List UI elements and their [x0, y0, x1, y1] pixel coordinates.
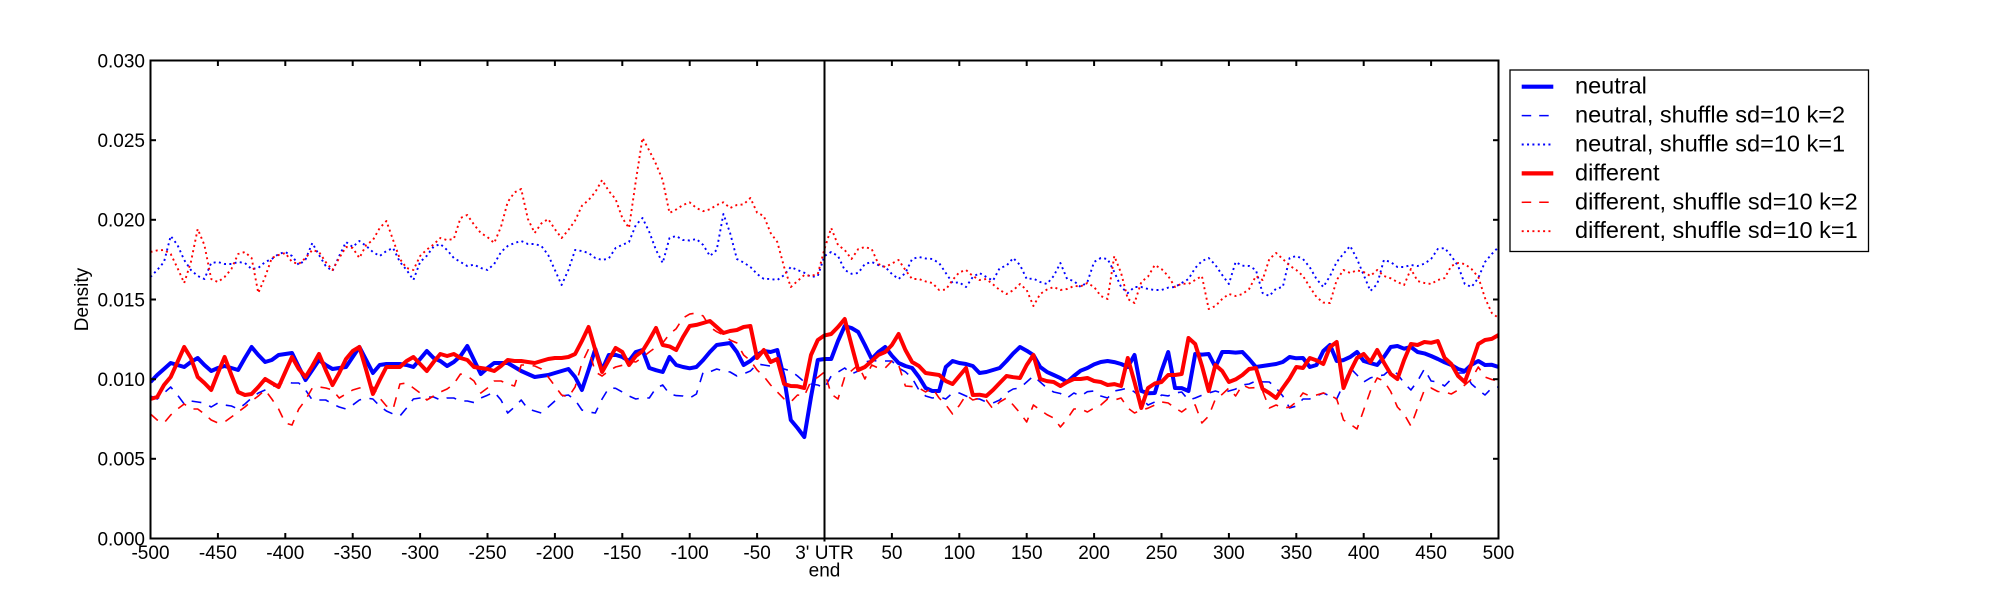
svg-text:350: 350: [1280, 543, 1312, 564]
svg-text:0.005: 0.005: [97, 450, 145, 471]
svg-text:different, shuffle sd=10 k=2: different, shuffle sd=10 k=2: [1575, 188, 1858, 214]
svg-text:400: 400: [1348, 543, 1380, 564]
svg-text:different: different: [1575, 159, 1660, 185]
svg-text:0.000: 0.000: [97, 529, 145, 550]
svg-text:200: 200: [1078, 543, 1110, 564]
svg-text:100: 100: [943, 543, 975, 564]
svg-text:neutral: neutral: [1575, 73, 1647, 99]
svg-text:-200: -200: [536, 543, 574, 564]
svg-text:0.020: 0.020: [97, 211, 145, 232]
svg-text:300: 300: [1213, 543, 1245, 564]
svg-text:0.025: 0.025: [97, 131, 145, 152]
svg-text:3' UTR: 3' UTR: [795, 543, 854, 564]
svg-text:50: 50: [881, 543, 902, 564]
svg-text:end: end: [809, 561, 841, 582]
svg-text:neutral, shuffle sd=10 k=2: neutral, shuffle sd=10 k=2: [1575, 102, 1845, 128]
svg-text:-400: -400: [266, 543, 304, 564]
svg-text:-50: -50: [743, 543, 770, 564]
svg-text:0.015: 0.015: [97, 290, 145, 311]
svg-text:different, shuffle sd=10 k=1: different, shuffle sd=10 k=1: [1575, 217, 1858, 243]
svg-text:-350: -350: [334, 543, 372, 564]
svg-text:-300: -300: [401, 543, 439, 564]
svg-text:250: 250: [1146, 543, 1178, 564]
svg-text:500: 500: [1483, 543, 1515, 564]
svg-text:150: 150: [1011, 543, 1043, 564]
svg-text:-450: -450: [199, 543, 237, 564]
svg-text:-100: -100: [671, 543, 709, 564]
svg-text:450: 450: [1415, 543, 1447, 564]
svg-text:-250: -250: [468, 543, 506, 564]
svg-text:Density: Density: [72, 267, 93, 331]
svg-text:neutral, shuffle sd=10 k=1: neutral, shuffle sd=10 k=1: [1575, 131, 1845, 157]
svg-text:0.030: 0.030: [97, 51, 145, 72]
svg-text:-150: -150: [603, 543, 641, 564]
svg-text:-500: -500: [131, 543, 169, 564]
svg-text:0.010: 0.010: [97, 370, 145, 391]
